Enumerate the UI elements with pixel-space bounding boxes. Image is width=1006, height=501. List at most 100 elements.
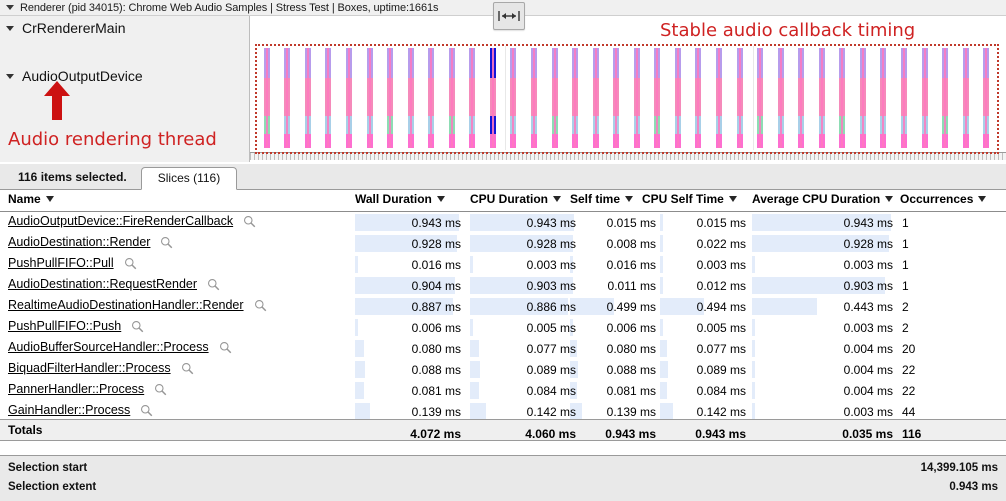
row-name-cell[interactable]: AudioDestination::Render <box>8 235 173 249</box>
timeline-slice-bar[interactable] <box>325 48 332 148</box>
row-name-cell[interactable]: PushPullFIFO::Pull <box>8 256 137 270</box>
row-name-cell[interactable]: AudioBufferSourceHandler::Process <box>8 340 232 354</box>
row-name-link[interactable]: AudioOutputDevice::FireRenderCallback <box>8 214 234 228</box>
row-name-link[interactable]: RealtimeAudioDestinationHandler::Render <box>8 298 244 312</box>
row-name-cell[interactable]: BiquadFilterHandler::Process <box>8 361 194 375</box>
row-name-link[interactable]: PannerHandler::Process <box>8 382 145 396</box>
timeline-slice-bar-selected[interactable] <box>489 48 496 148</box>
column-header-cpu-self-time[interactable]: CPU Self Time <box>642 192 738 206</box>
magnifier-icon[interactable] <box>160 236 173 249</box>
timeline-slice-bar[interactable] <box>551 48 558 148</box>
timeline-slice-bar[interactable] <box>736 48 743 148</box>
timeline-slice-bar[interactable] <box>962 48 969 148</box>
timeline-slice-bar[interactable] <box>777 48 784 148</box>
table-row[interactable]: BiquadFilterHandler::Process 0.088 ms 0.08… <box>0 359 1006 380</box>
track-row-audiooutputdevice[interactable]: AudioOutputDevice <box>6 68 143 84</box>
timeline-slice-bar[interactable] <box>901 48 907 148</box>
row-name-link[interactable]: PushPullFIFO::Pull <box>8 256 114 270</box>
row-name-link[interactable]: AudioDestination::RequestRender <box>8 277 198 291</box>
sort-caret-down-icon[interactable] <box>625 196 634 202</box>
timeline-slice-bar[interactable] <box>469 48 476 148</box>
tab-slices[interactable]: Slices (116) <box>140 167 238 190</box>
row-name-cell[interactable]: AudioDestination::RequestRender <box>8 277 220 291</box>
timeline-slice-bar[interactable] <box>921 48 928 148</box>
table-row[interactable]: AudioDestination::Render 0.928 ms 0.928 ms… <box>0 233 1006 254</box>
sort-caret-down-icon[interactable] <box>885 196 894 202</box>
table-row[interactable]: PushPullFIFO::Push 0.006 ms 0.005 ms 0.006 … <box>0 317 1006 338</box>
timeline-slice-bar[interactable] <box>818 48 825 148</box>
row-name-cell[interactable]: GainHandler::Process <box>8 403 153 417</box>
row-name-cell[interactable]: AudioOutputDevice::FireRenderCallback <box>8 214 256 228</box>
magnifier-icon[interactable] <box>181 362 194 375</box>
magnifier-icon[interactable] <box>140 404 153 417</box>
table-row[interactable]: AudioBufferSourceHandler::Process 0.080 m… <box>0 338 1006 359</box>
timeline-slice-bar[interactable] <box>880 48 887 148</box>
row-name-cell[interactable]: PushPullFIFO::Push <box>8 319 144 333</box>
magnifier-icon[interactable] <box>243 215 256 228</box>
magnifier-icon[interactable] <box>219 341 232 354</box>
timeline-slice-bar[interactable] <box>859 48 866 148</box>
sort-caret-down-icon[interactable] <box>728 196 738 202</box>
timeline-slice-bar[interactable] <box>531 48 537 148</box>
sort-caret-down-icon[interactable] <box>978 196 987 202</box>
triangle-down-icon[interactable] <box>6 5 14 10</box>
row-name-link[interactable]: AudioDestination::Render <box>8 235 151 249</box>
timeline-slice-bar[interactable] <box>654 48 661 148</box>
sort-caret-down-icon[interactable] <box>553 196 562 202</box>
column-header-self-time[interactable]: Self time <box>570 192 634 206</box>
row-name-link[interactable]: BiquadFilterHandler::Process <box>8 361 171 375</box>
timeline-slice-bar[interactable] <box>304 48 311 148</box>
row-name-link[interactable]: GainHandler::Process <box>8 403 131 417</box>
magnifier-icon[interactable] <box>207 278 220 291</box>
timeline-slice-bar[interactable] <box>633 48 640 148</box>
table-row[interactable]: AudioOutputDevice::FireRenderCallback 0.9… <box>0 212 1006 233</box>
magnifier-icon[interactable] <box>124 257 137 270</box>
timeline-slice-bar[interactable] <box>942 48 949 148</box>
timeline-slice-bar[interactable] <box>572 48 579 148</box>
track-row-crrenderermain[interactable]: CrRendererMain <box>6 20 125 36</box>
timeline-slice-bar[interactable] <box>428 48 435 148</box>
column-header-average-cpu-duration[interactable]: Average CPU Duration <box>752 192 894 206</box>
table-row[interactable]: GainHandler::Process 0.139 ms 0.142 ms 0.13… <box>0 401 1006 422</box>
timeline-region[interactable]: Stable audio callback timing <box>250 16 1006 162</box>
horizontal-resize-handle[interactable] <box>493 2 525 30</box>
timeline-slice-bar[interactable] <box>510 48 517 148</box>
column-header-name[interactable]: Name <box>8 192 55 206</box>
sort-caret-down-icon[interactable] <box>436 196 446 202</box>
table-row[interactable]: PushPullFIFO::Pull 0.016 ms 0.003 ms 0.016 … <box>0 254 1006 275</box>
table-row[interactable]: RealtimeAudioDestinationHandler::Render 0… <box>0 296 1006 317</box>
triangle-down-icon[interactable] <box>6 25 14 31</box>
table-row[interactable]: AudioDestination::RequestRender 0.904 ms 0… <box>0 275 1006 296</box>
triangle-down-icon[interactable] <box>6 73 14 79</box>
row-name-link[interactable]: PushPullFIFO::Push <box>8 319 122 333</box>
timeline-slice-bar[interactable] <box>387 48 394 148</box>
timeline-slice-bar[interactable] <box>983 48 990 148</box>
row-name-cell[interactable]: PannerHandler::Process <box>8 382 167 396</box>
magnifier-icon[interactable] <box>154 383 167 396</box>
timeline-slice-bar[interactable] <box>407 48 414 148</box>
row-name-cell[interactable]: RealtimeAudioDestinationHandler::Render <box>8 298 267 312</box>
timeline-slice-bar[interactable] <box>448 48 455 148</box>
timeline-slice-bar[interactable] <box>592 48 599 148</box>
timeline-slice-bar[interactable] <box>798 48 805 148</box>
magnifier-icon[interactable] <box>254 299 267 312</box>
row-name-link[interactable]: AudioBufferSourceHandler::Process <box>8 340 209 354</box>
timeline-slice-bar[interactable] <box>757 48 764 148</box>
timeline-slice-bar[interactable] <box>613 48 620 148</box>
timeline-slice-bar[interactable] <box>695 48 702 148</box>
column-header-occurrences[interactable]: Occurrences <box>900 192 987 206</box>
column-header-cpu-duration[interactable]: CPU Duration <box>470 192 562 206</box>
timeline-slice-bar[interactable] <box>674 48 681 148</box>
timeline-slice-bar[interactable] <box>716 48 722 148</box>
timeline-slice-bar[interactable] <box>839 48 846 148</box>
magnifier-icon[interactable] <box>131 320 144 333</box>
timeline-slice-bar[interactable] <box>263 48 270 148</box>
slice-track-canvas[interactable] <box>257 46 997 150</box>
table-row[interactable]: PannerHandler::Process 0.081 ms 0.084 ms 0.… <box>0 380 1006 401</box>
sort-caret-down-icon[interactable] <box>45 196 55 202</box>
timeline-slice-bar[interactable] <box>284 48 291 148</box>
timeline-ruler[interactable] <box>250 152 1006 160</box>
timeline-slice-bar[interactable] <box>366 48 373 148</box>
column-header-wall-duration[interactable]: Wall Duration <box>355 192 446 206</box>
timeline-slice-bar[interactable] <box>346 48 352 148</box>
